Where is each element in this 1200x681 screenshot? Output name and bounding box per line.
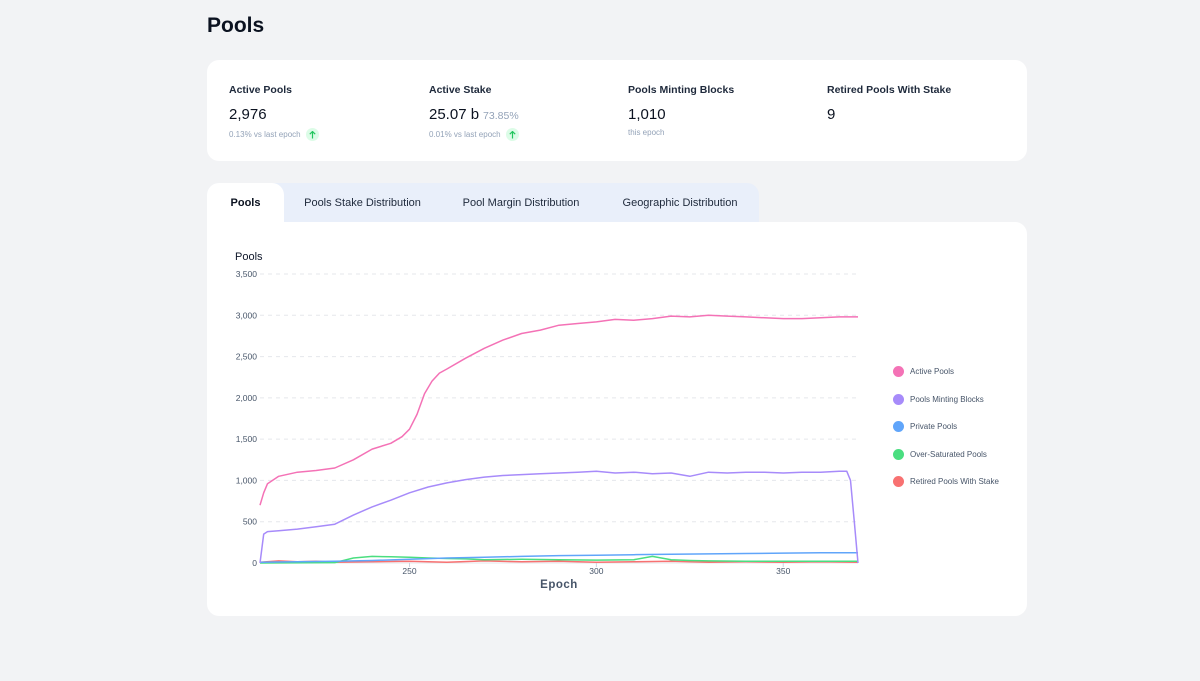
tab-pools-stake-distribution[interactable]: Pools Stake Distribution	[304, 196, 421, 209]
page-title: Pools	[207, 14, 265, 37]
legend-dot	[893, 366, 904, 378]
tab-bar: Pools Pools Stake Distribution Pool Marg…	[207, 183, 759, 222]
legend-dot	[893, 476, 904, 488]
legend-label: Over-Saturated Pools	[910, 449, 987, 459]
x-tick-label: 300	[589, 566, 603, 576]
stats-card: Active Pools 2,976 0.13% vs last epoch A…	[207, 60, 1027, 161]
y-tick-label: 0	[252, 558, 257, 568]
y-tick-label: 3,000	[236, 310, 258, 320]
stat-active-pools: Active Pools 2,976 0.13% vs last epoch	[229, 84, 419, 141]
tab-pools[interactable]: Pools	[207, 183, 284, 222]
stat-value-main: 9	[827, 106, 836, 123]
legend-label: Retired Pools With Stake	[910, 477, 999, 487]
stat-change: 0.13% vs last epoch	[229, 128, 419, 141]
y-tick-label: 2,500	[236, 352, 258, 362]
x-tick-label: 350	[776, 566, 790, 576]
stat-change: 0.01% vs last epoch	[429, 128, 619, 141]
legend-dot	[893, 421, 904, 433]
legend-dot	[893, 393, 904, 405]
legend-label: Active Pools	[910, 367, 955, 377]
legend-label: Private Pools	[910, 422, 958, 432]
y-tick-label: 500	[243, 517, 257, 527]
legend-dot	[893, 448, 904, 460]
series-line-over-saturated-pools	[259, 555, 858, 564]
y-tick-label: 1,500	[236, 434, 258, 444]
stat-caption: this epoch	[628, 128, 665, 137]
legend-item-retired-pools-with-stake[interactable]: Retired Pools With Stake	[893, 468, 999, 496]
legend-item-active-pools[interactable]: Active Pools	[893, 358, 999, 386]
chart-card: Pools Epoch 0 500 1,000 1,500 2,000 2,500 3,00…	[207, 222, 1027, 616]
series-line-pools-minting-blocks	[259, 470, 859, 564]
stat-label: Active Stake	[429, 84, 492, 96]
y-tick-label: 1,000	[236, 475, 258, 485]
x-axis-title: Epoch	[540, 579, 578, 591]
stat-pools-minting-blocks: Pools Minting Blocks 1,010 this epoch	[628, 84, 818, 137]
stat-value-main: 25.07 b	[429, 106, 480, 123]
chart-legend: Active Pools Pools Minting Blocks Private …	[893, 358, 999, 496]
stat-label: Active Pools	[229, 84, 293, 96]
stat-value: 2,976	[229, 106, 419, 123]
series-line-private-pools	[259, 551, 858, 563]
stat-label: Pools Minting Blocks	[628, 84, 735, 96]
arrow-up-icon	[305, 128, 319, 141]
stat-retired-pools: Retired Pools With Stake 9	[827, 84, 1017, 123]
stat-value: 1,010	[628, 106, 818, 123]
stat-change-text: 0.01% vs last epoch	[429, 130, 501, 139]
tab-pool-margin-distribution[interactable]: Pool Margin Distribution	[462, 196, 580, 209]
stat-label: Retired Pools With Stake	[827, 84, 952, 96]
legend-item-pools-minting-blocks[interactable]: Pools Minting Blocks	[893, 386, 999, 414]
x-tick-label: 250	[402, 566, 416, 576]
arrow-up-icon	[505, 128, 519, 141]
legend-item-over-saturated-pools[interactable]: Over-Saturated Pools	[893, 441, 999, 469]
pools-line-chart: Pools Epoch 0 500 1,000 1,500 2,000 2,500 3,00…	[235, 251, 859, 591]
y-tick-label: 2,000	[236, 393, 258, 403]
y-axis-title: Pools	[235, 251, 263, 263]
stat-value: 9	[827, 106, 1017, 123]
stat-value: 25.07 b 73.85%	[429, 106, 619, 123]
tab-geographic-distribution[interactable]: Geographic Distribution	[622, 196, 738, 209]
stat-change-text: 0.13% vs last epoch	[229, 130, 301, 139]
stat-value-main: 2,976	[229, 106, 267, 123]
legend-label: Pools Minting Blocks	[910, 394, 984, 404]
y-tick-label: 3,500	[236, 269, 258, 279]
series-line-active-pools	[259, 314, 858, 506]
stat-value-main: 1,010	[628, 106, 666, 123]
stat-value-percent: 73.85%	[483, 110, 519, 122]
legend-item-private-pools[interactable]: Private Pools	[893, 413, 999, 441]
stat-active-stake: Active Stake 25.07 b 73.85% 0.01% vs las…	[429, 84, 619, 141]
